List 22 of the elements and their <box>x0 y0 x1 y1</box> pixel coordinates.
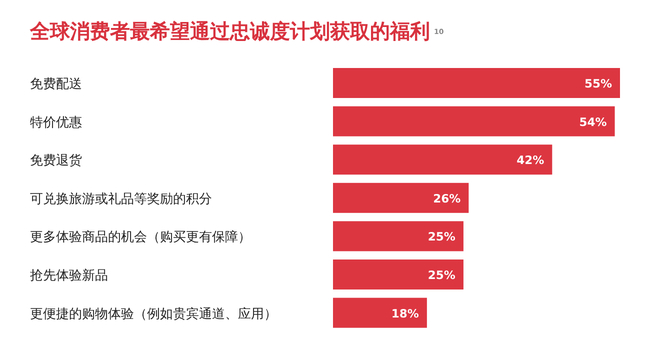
data-label: 26% <box>433 191 462 206</box>
y-tick-label: 免费退货 <box>30 154 82 169</box>
data-label: 18% <box>391 306 420 320</box>
y-tick-label: 可兑换旅游或礼品等奖励的积分 <box>30 192 212 207</box>
y-tick-label: 抢先体验新品 <box>30 268 108 284</box>
bar <box>333 106 615 136</box>
y-tick-label: 更多体验商品的机会（购买更有保障） <box>30 230 251 246</box>
bar <box>333 182 469 213</box>
y-tick-label: 更便捷的购物体验（例如贵宾通道、应用） <box>30 306 277 322</box>
bar <box>333 221 464 252</box>
data-label: 54% <box>579 114 608 129</box>
bar <box>333 298 427 328</box>
data-label: 55% <box>584 76 612 90</box>
data-label: 25% <box>428 268 456 282</box>
y-tick-label: 特价优惠 <box>30 115 82 130</box>
y-tick-label: 免费配送 <box>30 77 82 92</box>
bar <box>333 260 464 290</box>
chart-title: 全球消费者最希望通过忠诚度计划获取的福利$^{10}$ <box>29 19 444 43</box>
bar <box>333 68 620 98</box>
data-label: 25% <box>428 230 456 244</box>
bar <box>333 144 552 175</box>
data-label: 42% <box>516 153 545 168</box>
